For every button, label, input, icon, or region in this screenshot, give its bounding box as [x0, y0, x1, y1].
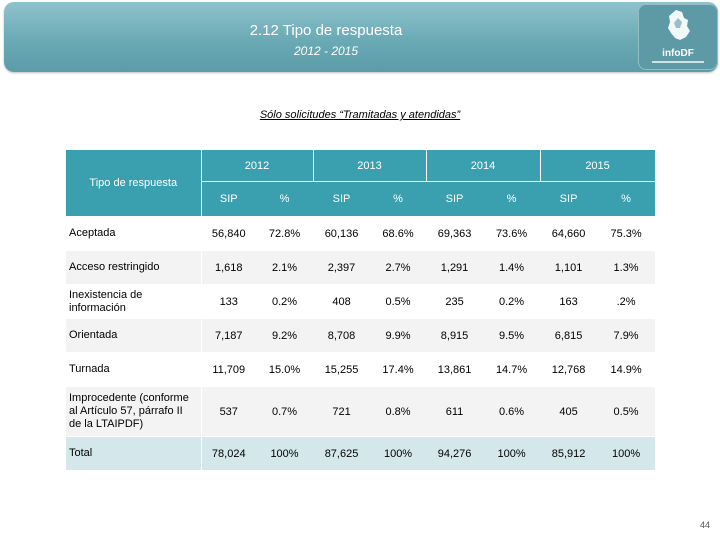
unit-header: %: [370, 181, 427, 217]
table-cell: .2%: [597, 284, 656, 319]
table-cell: 15,255: [313, 352, 371, 387]
page-number: 44: [699, 520, 710, 530]
table-cell: 85,912: [540, 436, 598, 471]
table-cell: 60,136: [313, 216, 371, 251]
unit-header: SIP: [426, 181, 484, 217]
table-cell: 100%: [370, 436, 427, 471]
table-row: Aceptada 56,840 72.8% 60,136 68.6% 69,36…: [66, 216, 656, 251]
year-header: 2013: [313, 150, 427, 182]
table-cell: 7.9%: [597, 318, 656, 353]
table-cell: 100%: [256, 436, 314, 471]
table-cell: 611: [426, 386, 484, 437]
table-cell: 56,840: [201, 216, 256, 251]
table-caption: Sólo solicitudes “Tramitadas y atendidas…: [259, 109, 461, 121]
table-cell: 8,915: [426, 318, 484, 353]
table-cell: 235: [426, 284, 484, 319]
table-cell: 163: [540, 284, 598, 319]
unit-header: %: [597, 181, 656, 217]
table-cell: 12,768: [540, 352, 598, 387]
unit-header: SIP: [540, 181, 598, 217]
table-row: Orientada 7,187 9.2% 8,708 9.9% 8,915 9.…: [66, 318, 656, 353]
table-cell: 1,291: [426, 250, 484, 285]
table-cell: 100%: [597, 436, 656, 471]
table-cell: 0.2%: [483, 284, 541, 319]
table-cell: 1,101: [540, 250, 598, 285]
year-header: 2015: [540, 150, 656, 182]
table-row: Improcedente (conforme al Artículo 57, p…: [66, 386, 656, 437]
table-cell: 537: [201, 386, 256, 437]
row-label: Total: [66, 436, 202, 471]
table-cell: 17.4%: [370, 352, 427, 387]
year-header: 2012: [201, 150, 314, 182]
row-label: Improcedente (conforme al Artículo 57, p…: [66, 386, 202, 437]
table-cell: 73.6%: [483, 216, 541, 251]
table-cell: 1.3%: [597, 250, 656, 285]
table-cell: 0.6%: [483, 386, 541, 437]
table-cell: 6,815: [540, 318, 598, 353]
table-cell: 1,618: [201, 250, 256, 285]
table-cell: 0.8%: [370, 386, 427, 437]
table-cell: 9.2%: [256, 318, 314, 353]
table-cell: 408: [313, 284, 371, 319]
table-cell: 721: [313, 386, 371, 437]
table-cell: 11,709: [201, 352, 256, 387]
table-row: Acceso restringido 1,618 2.1% 2,397 2.7%…: [66, 250, 656, 285]
row-label: Inexistencia de información: [66, 284, 202, 319]
table-cell: 87,625: [313, 436, 371, 471]
table-cell: 100%: [483, 436, 541, 471]
table-cell: 8,708: [313, 318, 371, 353]
infodf-logo: infoDF: [638, 4, 718, 70]
row-label: Acceso restringido: [66, 250, 202, 285]
unit-header: %: [256, 181, 314, 217]
year-header: 2014: [426, 150, 541, 182]
row-label: Orientada: [66, 318, 202, 353]
map-icon: [668, 10, 690, 40]
table-cell: 133: [201, 284, 256, 319]
slide-header: 2.12 Tipo de respuesta 2012 - 2015 infoD…: [4, 2, 718, 72]
row-label: Aceptada: [66, 216, 202, 251]
table-row: Inexistencia de información 133 0.2% 408…: [66, 284, 656, 319]
table-cell: 405: [540, 386, 598, 437]
table-cell: 7,187: [201, 318, 256, 353]
table-cell: 0.5%: [597, 386, 656, 437]
response-type-table: Tipo de respuesta 2012 2013 2014 2015 SI…: [66, 150, 656, 471]
table-cell: 64,660: [540, 216, 598, 251]
row-label: Turnada: [66, 352, 202, 387]
table-cell: 1.4%: [483, 250, 541, 285]
table-cell: 13,861: [426, 352, 484, 387]
table-cell: 0.7%: [256, 386, 314, 437]
table-cell: 2.1%: [256, 250, 314, 285]
table-cell: 78,024: [201, 436, 256, 471]
row-header: Tipo de respuesta: [66, 150, 202, 217]
table-cell: 9.9%: [370, 318, 427, 353]
table-cell: 68.6%: [370, 216, 427, 251]
table-cell: 72.8%: [256, 216, 314, 251]
total-row: Total 78,024 100% 87,625 100% 94,276 100…: [66, 436, 656, 471]
table-cell: 75.3%: [597, 216, 656, 251]
table-cell: 9.5%: [483, 318, 541, 353]
table-cell: 14.9%: [597, 352, 656, 387]
table-row: Turnada 11,709 15.0% 15,255 17.4% 13,861…: [66, 352, 656, 387]
table-cell: 94,276: [426, 436, 484, 471]
page-title: 2.12 Tipo de respuesta: [249, 22, 403, 39]
table-cell: 14.7%: [483, 352, 541, 387]
unit-header: SIP: [313, 181, 371, 217]
table-cell: 2.7%: [370, 250, 427, 285]
logo-underline: [652, 61, 704, 63]
unit-header: SIP: [201, 181, 256, 217]
page-subtitle: 2012 - 2015: [293, 44, 359, 58]
table-cell: 69,363: [426, 216, 484, 251]
table-cell: 0.5%: [370, 284, 427, 319]
table-cell: 15.0%: [256, 352, 314, 387]
logo-label: infoDF: [662, 48, 694, 59]
unit-header: %: [483, 181, 541, 217]
table-cell: 2,397: [313, 250, 371, 285]
table-cell: 0.2%: [256, 284, 314, 319]
